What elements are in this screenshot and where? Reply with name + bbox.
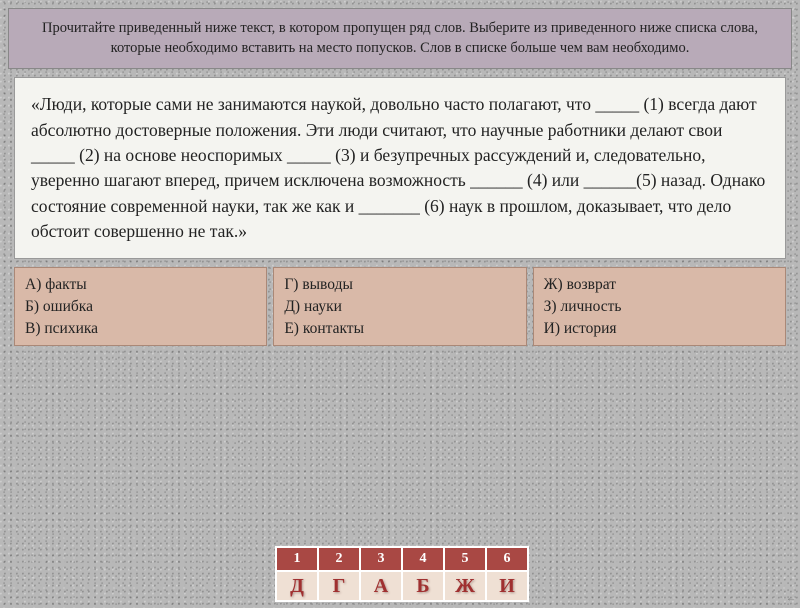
options-row: А) факты Б) ошибка В) психика Г) выводы … [14, 267, 786, 346]
passage-text: «Люди, которые сами не занимаются наукой… [31, 94, 765, 241]
passage-body: «Люди, которые сами не занимаются наукой… [14, 77, 786, 259]
answer-let-1: Д [276, 571, 318, 601]
options-col-2: Г) выводы Д) науки Е) контакты [273, 267, 526, 346]
answer-num-5: 5 [444, 547, 486, 571]
options-col-3: Ж) возврат З) личность И) история [533, 267, 786, 346]
answer-num-2: 2 [318, 547, 360, 571]
answer-num-1: 1 [276, 547, 318, 571]
answer-let-4: Б [402, 571, 444, 601]
answer-let-2: Г [318, 571, 360, 601]
answer-num-4: 4 [402, 547, 444, 571]
answer-number-row: 1 2 3 4 5 6 [276, 547, 528, 571]
answer-let-5: Ж [444, 571, 486, 601]
instructions-header: Прочитайте приведенный ниже текст, в кот… [8, 8, 792, 69]
answer-let-3: А [360, 571, 402, 601]
answer-num-6: 6 [486, 547, 528, 571]
answer-num-3: 3 [360, 547, 402, 571]
answer-table: 1 2 3 4 5 6 Д Г А Б Ж И [275, 546, 529, 602]
options-col-1: А) факты Б) ошибка В) психика [14, 267, 267, 346]
instructions-text: Прочитайте приведенный ниже текст, в кот… [42, 20, 758, 56]
answer-let-6: И [486, 571, 528, 601]
corner-mark: ← [786, 593, 796, 604]
answer-letter-row: Д Г А Б Ж И [276, 571, 528, 601]
